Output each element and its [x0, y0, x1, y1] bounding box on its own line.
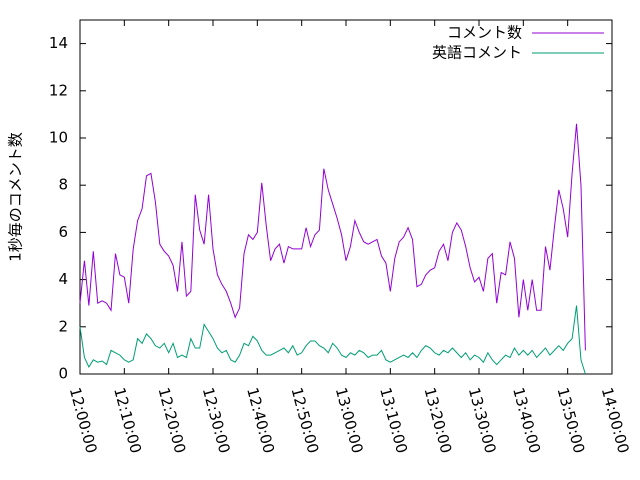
y-tick-label: 10	[49, 129, 68, 147]
y-axis-label: 1秒毎のコメント数	[7, 132, 25, 262]
y-tick-label: 14	[49, 34, 68, 52]
y-tick-label: 2	[58, 317, 68, 335]
y-tick-label: 0	[58, 365, 68, 383]
legend-label: コメント数	[447, 24, 522, 42]
legend-label: 英語コメント	[432, 44, 522, 62]
y-tick-label: 4	[58, 270, 68, 288]
y-tick-label: 12	[49, 81, 68, 99]
y-tick-label: 8	[58, 176, 68, 194]
y-tick-label: 6	[58, 223, 68, 241]
series-line	[79, 123, 586, 351]
series-line	[79, 305, 586, 375]
